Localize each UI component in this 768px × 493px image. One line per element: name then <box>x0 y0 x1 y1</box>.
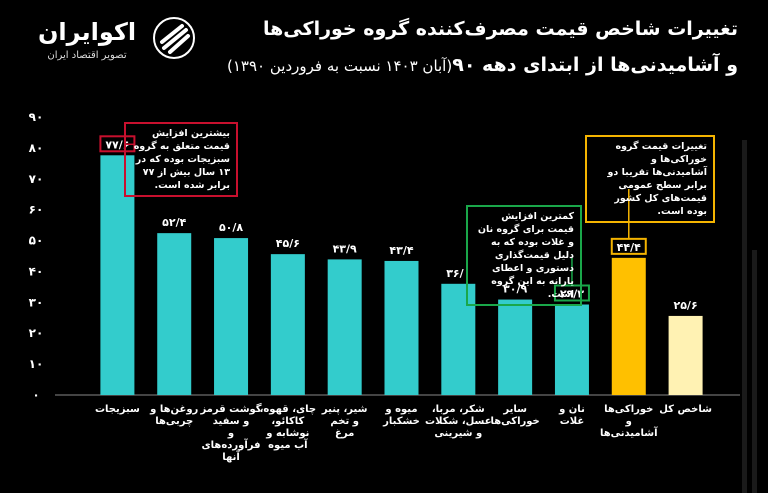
brand-mark-icon <box>153 17 195 59</box>
bar <box>611 257 646 395</box>
bar-value-label: ۴۴/۴ <box>617 241 641 254</box>
y-tick-label: ۵۰ <box>29 234 44 248</box>
x-category-label: نوشابه و <box>265 428 309 439</box>
background-decoration <box>742 140 747 493</box>
x-category-label: و تخم <box>330 416 359 427</box>
x-category-label: شیر، پنیر <box>321 404 368 415</box>
y-tick-label: ۱۰ <box>29 357 44 371</box>
x-category-label: چای، قهوه، <box>260 404 317 415</box>
x-category-label: کاکائو، <box>271 416 304 427</box>
bar-value-label: ۷۷/۶ <box>105 138 129 151</box>
x-category-label: آنها <box>222 450 240 463</box>
x-category-label: آشامیدنی‌ها <box>600 426 658 439</box>
bar <box>327 259 362 395</box>
y-tick-label: ۷۰ <box>29 172 44 186</box>
x-category-label: آب میوه <box>268 438 308 451</box>
x-category-label: روغن‌ها و <box>149 404 198 415</box>
x-category-label: و سفید <box>213 416 250 427</box>
bar <box>157 233 192 395</box>
y-tick-label: ۰ <box>32 388 39 402</box>
bar-value-label: ۵۲/۴ <box>162 216 186 229</box>
x-category-label: شاخص کل <box>659 404 712 415</box>
x-category-label: مرغ <box>335 428 354 439</box>
x-category-label: خوراکی‌ها <box>490 416 539 427</box>
chart-subtitle-period: (آبان ۱۴۰۳ نسبت به فروردین ۱۳۹۰) <box>227 57 453 75</box>
x-category-label: عسل، شکلات <box>425 416 492 427</box>
annotation-food-group: تغییرات قیمت گروه خوراکی‌ها و آشامیدنی‌ه… <box>585 135 715 223</box>
bar <box>270 254 305 395</box>
bar-value-label: ۴۳/۹ <box>333 242 357 255</box>
x-category-label: شکر، مربا، <box>432 404 485 415</box>
bar <box>214 238 249 395</box>
brand-name: اکوایران <box>37 18 137 46</box>
y-tick-label: ۳۰ <box>29 295 44 309</box>
bar <box>441 283 476 395</box>
bar <box>384 260 419 395</box>
annotation-max-increase: بیشترین افزایش قیمت متعلق به گروه سبزیجا… <box>124 122 238 197</box>
bar-value-label: ۵۰/۸ <box>219 221 243 234</box>
bar-value-label: ۲۹/۳ <box>560 287 584 300</box>
bar <box>554 304 589 395</box>
x-category-label: و <box>625 416 632 427</box>
chart-subtitle-main: و آشامیدنی‌ها از ابتدای دهه ۹۰ <box>452 54 738 76</box>
brand-tagline: تصویر اقتصاد ایران <box>47 50 127 61</box>
chart-title: تغییرات شاخص قیمت مصرف‌کننده گروه خوراکی… <box>262 18 738 40</box>
bar <box>498 299 533 395</box>
y-tick-label: ۲۰ <box>29 326 44 340</box>
x-category-label: و <box>227 428 234 439</box>
bar-value-label: ۴۳/۴ <box>389 244 413 257</box>
x-category-label: چربی‌ها <box>155 416 193 427</box>
y-tick-label: ۹۰ <box>29 110 44 124</box>
x-category-label: سبزیجات <box>95 404 140 415</box>
x-category-label: و شیرینی <box>434 428 482 439</box>
x-category-label: فرآورده‌های <box>202 438 261 451</box>
annotation-min-increase: کمترین افزایش قیمت برای گروه نان و غلات … <box>466 205 582 306</box>
x-category-label: غلات <box>560 416 584 427</box>
y-tick-label: ۴۰ <box>29 264 44 278</box>
bar-value-label: ۳۰/۹ <box>503 283 527 296</box>
x-category-label: سایر <box>502 404 527 415</box>
y-tick-label: ۶۰ <box>29 203 44 217</box>
brand-logo: اکوایران تصویر اقتصاد ایران <box>28 14 198 66</box>
chart-subtitle: و آشامیدنی‌ها از ابتدای دهه ۹۰(آبان ۱۴۰۳… <box>227 54 738 76</box>
bar-value-label: ۴۵/۶ <box>276 237 300 250</box>
x-category-label: میوه و <box>384 404 417 415</box>
bar <box>668 315 703 395</box>
x-category-label: نان و <box>558 404 585 415</box>
bar-value-label: ۲۵/۶ <box>674 299 698 312</box>
y-tick-label: ۸۰ <box>29 141 44 155</box>
x-category-label: خشکبار <box>382 416 420 427</box>
x-category-label: گوشت قرمز <box>199 402 261 415</box>
background-decoration <box>752 250 757 493</box>
bar-value-label: ۳۶/۰ <box>446 267 470 280</box>
x-category-label: خوراکی‌ها <box>604 404 653 415</box>
